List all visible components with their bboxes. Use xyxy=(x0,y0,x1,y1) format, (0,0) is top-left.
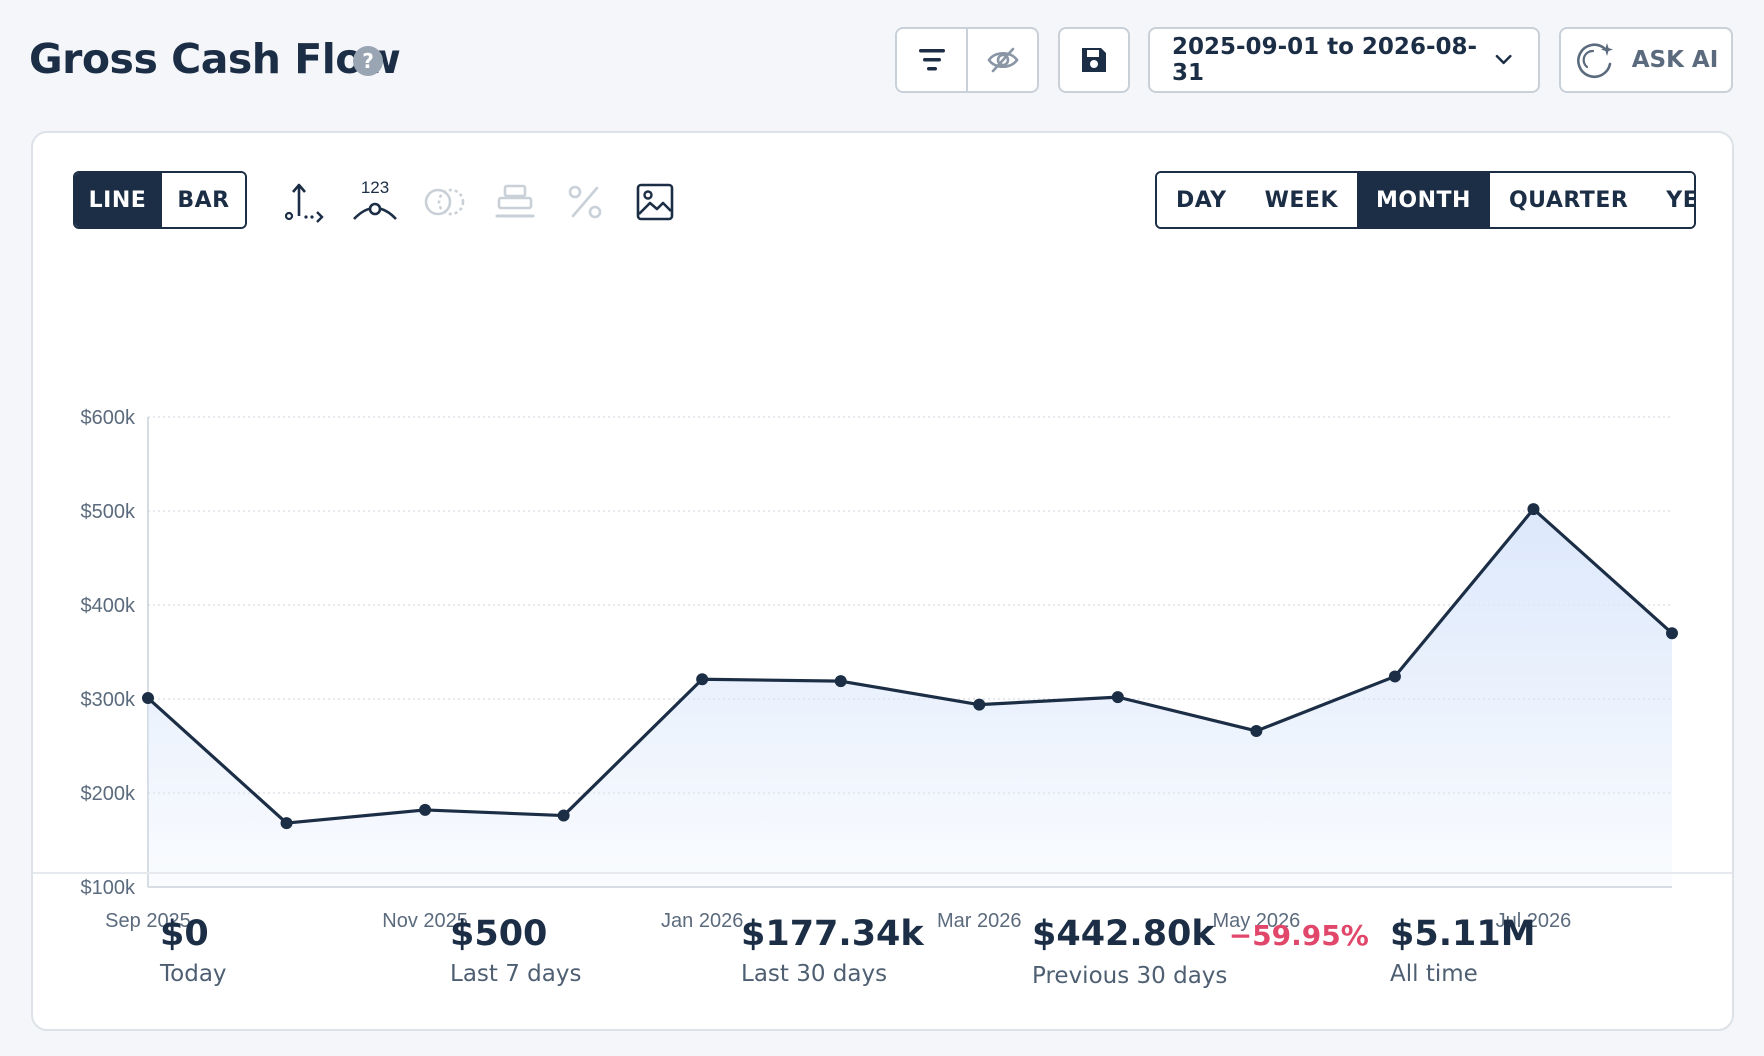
period-toggle: DAY WEEK MONTH QUARTER YEAR xyxy=(1155,171,1696,229)
date-range-select[interactable]: 2025-09-01 to 2026-08-31 xyxy=(1148,27,1540,93)
data-point xyxy=(834,675,847,688)
stats-divider xyxy=(33,872,1732,874)
data-labels-button[interactable]: 123 xyxy=(349,179,401,225)
percent-button[interactable] xyxy=(559,179,611,225)
period-week[interactable]: WEEK xyxy=(1245,173,1357,227)
y-tick-label: $200k xyxy=(81,783,136,805)
view-options-group xyxy=(895,27,1039,93)
period-month[interactable]: MONTH xyxy=(1357,173,1490,227)
data-point xyxy=(1111,691,1124,704)
data-point xyxy=(280,817,293,830)
chart-type-line[interactable]: LINE xyxy=(75,173,160,227)
data-point xyxy=(973,698,986,711)
series-line xyxy=(146,507,1674,825)
stat-value: $442.80k −59.95% xyxy=(1032,913,1369,957)
period-year[interactable]: YEAR xyxy=(1647,173,1694,227)
stat-label: All time xyxy=(1390,961,1478,987)
stack-icon xyxy=(495,184,535,218)
stat-all-time: $5.11M All time xyxy=(1390,913,1536,989)
stat-previous-30-days: $442.80k −59.95% Previous 30 days xyxy=(1032,913,1369,991)
axis-icon xyxy=(284,183,324,223)
chart-type-toggle: LINE BAR xyxy=(73,171,247,229)
export-image-button[interactable] xyxy=(629,179,681,225)
cash-flow-line-chart: $100k $200k $300k $400k $500k $600k Sep 2025 No… xyxy=(81,407,1678,932)
stat-label: Today xyxy=(160,961,227,987)
x-tick-label: Jul 2026 xyxy=(1496,910,1572,932)
filter-button[interactable] xyxy=(897,29,966,91)
data-labels-text: 123 xyxy=(361,179,389,197)
x-tick-label: Jan 2026 xyxy=(661,910,743,932)
stat-value: $0 xyxy=(160,914,209,954)
page-title: Gross Cash Flow xyxy=(29,35,401,83)
stat-value: $500 xyxy=(450,914,548,954)
data-point xyxy=(142,692,154,705)
y-tick-label: $600k xyxy=(81,407,136,429)
data-point xyxy=(1527,503,1540,516)
help-icon[interactable]: ? xyxy=(353,46,383,76)
data-point xyxy=(696,673,709,686)
series-area xyxy=(148,509,1672,887)
chart-card: LINE BAR 123 xyxy=(31,131,1734,1031)
data-point xyxy=(557,809,570,822)
save-button[interactable] xyxy=(1058,27,1130,93)
stat-last-30-days: $177.34k Last 30 days xyxy=(741,913,924,989)
y-tick-label: $500k xyxy=(81,501,136,523)
hide-button[interactable] xyxy=(966,29,1037,91)
stat-label: Last 30 days xyxy=(741,961,888,987)
stat-last-7-days: $500 Last 7 days xyxy=(450,913,581,989)
stat-value-text: $442.80k xyxy=(1032,914,1215,954)
image-icon xyxy=(636,183,674,221)
axis-toggle-button[interactable] xyxy=(278,179,330,225)
data-point xyxy=(1666,627,1678,640)
filter-icon xyxy=(918,49,945,71)
ask-ai-button[interactable]: ASK AI xyxy=(1559,27,1733,93)
stat-delta: −59.95% xyxy=(1228,919,1369,952)
y-tick-label: $400k xyxy=(81,595,136,617)
data-labels-icon: 123 xyxy=(353,179,397,220)
eye-off-icon xyxy=(986,47,1019,73)
data-point xyxy=(1388,670,1401,683)
period-day[interactable]: DAY xyxy=(1157,173,1246,227)
y-tick-label: $100k xyxy=(81,877,136,899)
x-tick-label: May 2026 xyxy=(1212,910,1300,932)
compare-icon xyxy=(424,188,465,216)
stack-button[interactable] xyxy=(489,179,541,225)
x-tick-label: Mar 2026 xyxy=(937,910,1022,932)
date-range-value: 2025-09-01 to 2026-08-31 xyxy=(1172,34,1478,86)
page-header: Gross Cash Flow ? 2025-09-01 to 2026-08-… xyxy=(0,0,1764,130)
percent-icon xyxy=(568,185,602,219)
ai-sparkle-icon xyxy=(1576,43,1613,79)
data-point xyxy=(419,803,432,816)
ask-ai-label: ASK AI xyxy=(1631,47,1719,73)
chart-type-bar[interactable]: BAR xyxy=(159,173,245,227)
y-tick-label: $300k xyxy=(81,689,136,711)
x-tick-label: Sep 2025 xyxy=(105,910,191,932)
data-point xyxy=(1250,724,1263,737)
save-icon xyxy=(1082,48,1106,72)
x-tick-label: Nov 2025 xyxy=(382,910,468,932)
chevron-down-icon xyxy=(1495,54,1512,65)
stat-today: $0 Today xyxy=(160,913,227,989)
stat-value: $177.34k xyxy=(741,914,924,954)
stat-label: Last 7 days xyxy=(450,961,582,987)
period-quarter[interactable]: QUARTER xyxy=(1489,173,1648,227)
compare-button[interactable] xyxy=(419,179,471,225)
stat-label: Previous 30 days xyxy=(1032,963,1228,989)
stat-value: $5.11M xyxy=(1390,914,1536,954)
